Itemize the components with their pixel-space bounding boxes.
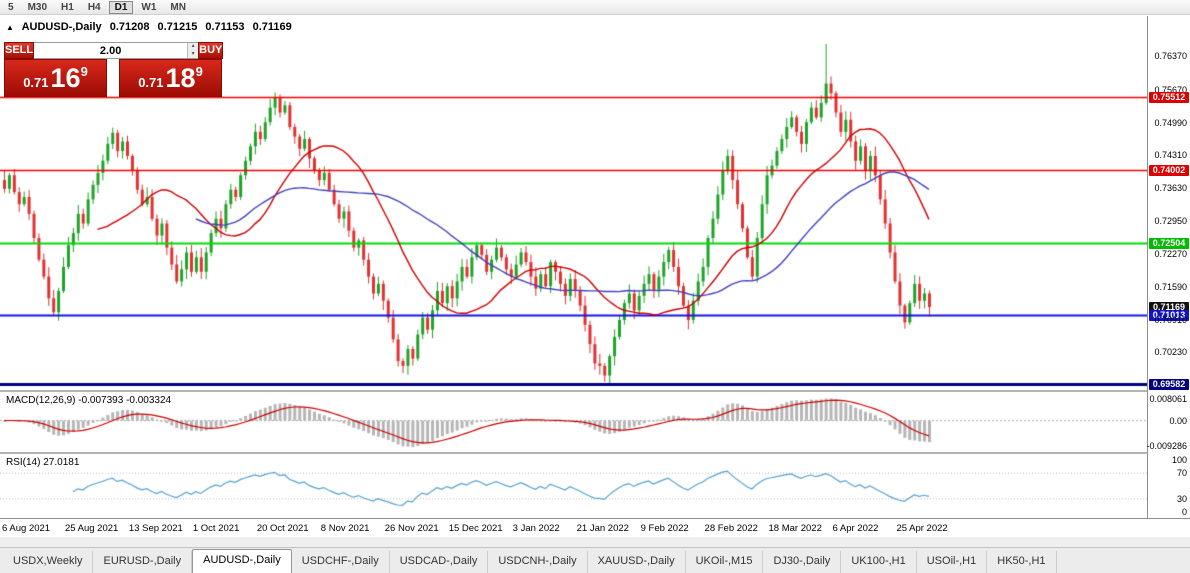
macd-indicator-canvas[interactable]: [0, 392, 1148, 452]
timeframe-button-5[interactable]: 5: [8, 1, 14, 13]
time-axis-label: 6 Aug 2021: [2, 523, 51, 534]
axis-divider: [0, 518, 1190, 519]
time-axis[interactable]: 6 Aug 2021 25 Aug 2021 13 Sep 2021 1 Oct 20…: [0, 519, 1147, 537]
tab-dj30-daily[interactable]: DJ30-,Daily: [763, 551, 842, 573]
macd-label: MACD(12,26,9) -0.007393 -0.003324: [6, 395, 172, 406]
time-axis-label: 13 Sep 2021: [128, 523, 183, 534]
price-axis-label: 0.71590: [1154, 281, 1187, 292]
ask-price-pipette: 9: [195, 64, 203, 79]
window-strip: [0, 537, 1190, 547]
bid-price-pipette: 9: [80, 64, 88, 79]
time-axis-label: 9 Feb 2022: [640, 523, 689, 534]
price-axis-label: 0.75670: [1154, 84, 1187, 95]
panel-splitter[interactable]: [0, 390, 1190, 392]
time-axis-label: 25 Apr 2022: [896, 523, 948, 534]
volume-increase-button[interactable]: ▴: [188, 43, 199, 51]
time-axis-label: 15 Dec 2021: [448, 523, 503, 534]
timeframe-button-w1[interactable]: W1: [141, 1, 157, 13]
ohlc-close: 0.71169: [252, 21, 292, 33]
price-axis-label: 0.76370: [1154, 51, 1187, 62]
timeframe-button-h1[interactable]: H1: [61, 1, 74, 13]
price-axis[interactable]: 0.76370 0.75670 0.75512 0.74990 0.74310 0.740…: [1146, 16, 1190, 518]
time-axis-label: 18 Mar 2022: [768, 523, 822, 534]
tab-usdx-weekly[interactable]: USDX,Weekly: [3, 551, 94, 573]
macd-axis-label: 0.00: [1169, 415, 1187, 426]
time-axis-label: 1 Oct 2021: [192, 523, 240, 534]
timeframe-button-h4[interactable]: H4: [87, 1, 101, 13]
chart-symbol-label: AUDUSD-,Daily: [21, 21, 102, 33]
volume-decrease-button[interactable]: ▾: [188, 50, 199, 58]
chart-tabs-bar: USDX,Weekly EURUSD-,Daily AUDUSD-,Daily USD…: [0, 547, 1190, 573]
ask-price-prefix: 0.71: [138, 74, 164, 90]
tab-usoil-h1[interactable]: USOil-,H1: [917, 551, 988, 573]
price-line-badge: 0.71169: [1149, 302, 1189, 314]
price-axis-label: 0.73630: [1154, 183, 1187, 194]
tab-eurusd-daily[interactable]: EURUSD-,Daily: [93, 551, 193, 573]
price-axis-label: 0.74310: [1154, 150, 1187, 161]
sell-button[interactable]: SELL: [4, 42, 35, 59]
tab-usdchf-daily[interactable]: USDCHF-,Daily: [292, 551, 390, 573]
time-axis-label: 28 Feb 2022: [704, 523, 758, 534]
price-axis-label: 0.70910: [1154, 314, 1187, 325]
price-axis-label: 0.74990: [1154, 117, 1187, 128]
macd-axis-label: 0.008061: [1149, 393, 1187, 404]
price-axis-label: 0.72950: [1154, 216, 1187, 227]
rsi-label: RSI(14) 27.0181: [6, 457, 80, 468]
time-axis-label: 6 Apr 2022: [832, 523, 879, 534]
time-axis-label: 3 Jan 2022: [512, 523, 560, 534]
time-axis-label: 21 Jan 2022: [576, 523, 629, 534]
time-axis-label: 25 Aug 2021: [64, 523, 119, 534]
rsi-axis-label: 70: [1176, 468, 1187, 479]
rsi-axis-label: 100: [1171, 455, 1187, 465]
timeframe-button-m30[interactable]: M30: [27, 1, 48, 13]
ohlc-low: 0.71153: [205, 21, 245, 33]
buy-button[interactable]: BUY: [198, 42, 224, 59]
price-line-badge: 0.74002: [1149, 165, 1189, 177]
volume-input[interactable]: [34, 43, 188, 58]
tab-hk50-h1[interactable]: HK50-,H1: [987, 551, 1057, 573]
timeframe-button-mn[interactable]: MN: [170, 1, 186, 13]
ask-price-main: 18: [165, 63, 196, 93]
bid-price-main: 16: [50, 63, 81, 93]
timeframe-toolbar: 5 M30 H1 H4 D1 W1 MN: [0, 0, 1190, 15]
panel-splitter[interactable]: [0, 452, 1190, 454]
price-axis-label: 0.70230: [1154, 347, 1187, 358]
price-line-badge: 0.75512: [1149, 92, 1189, 104]
tab-audusd-daily[interactable]: AUDUSD-,Daily: [192, 549, 292, 573]
tab-ukoil-m15[interactable]: UKOil-,M15: [686, 551, 764, 573]
chart-title: ▲ AUDUSD-,Daily 0.71208 0.71215 0.71153 …: [6, 21, 297, 33]
bid-price-prefix: 0.71: [23, 74, 49, 90]
time-axis-label: 8 Nov 2021: [320, 523, 370, 534]
bid-price-display[interactable]: 0.71 16 9: [4, 59, 107, 97]
price-line-badge: 0.71013: [1149, 309, 1189, 321]
ask-price-display[interactable]: 0.71 18 9: [119, 59, 222, 97]
ohlc-open: 0.71208: [109, 21, 150, 33]
rsi-axis-label: 0: [1181, 507, 1187, 517]
price-line-badge: 0.72504: [1149, 237, 1189, 249]
tab-uk100-h1[interactable]: UK100-,H1: [841, 551, 917, 573]
tab-xauusd-daily[interactable]: XAUUSD-,Daily: [588, 551, 686, 573]
rsi-indicator-canvas[interactable]: [0, 454, 1148, 518]
rsi-axis-label: 30: [1176, 493, 1187, 504]
price-gap: [107, 59, 119, 97]
volume-box: ▴ ▾: [34, 42, 199, 59]
ohlc-high: 0.71215: [157, 21, 198, 33]
price-line-badge: 0.69582: [1149, 378, 1189, 390]
timeframe-button-d1[interactable]: D1: [108, 0, 134, 14]
chart-collapse-icon[interactable]: ▲: [6, 23, 14, 32]
price-axis-label: 0.72270: [1154, 248, 1187, 259]
time-axis-label: 20 Oct 2021: [256, 523, 309, 534]
tab-usdcnh-daily[interactable]: USDCNH-,Daily: [488, 551, 588, 573]
macd-axis-label: -0.009286: [1146, 440, 1187, 451]
time-axis-label: 26 Nov 2021: [384, 523, 439, 534]
tab-usdcad-daily[interactable]: USDCAD-,Daily: [390, 551, 489, 573]
